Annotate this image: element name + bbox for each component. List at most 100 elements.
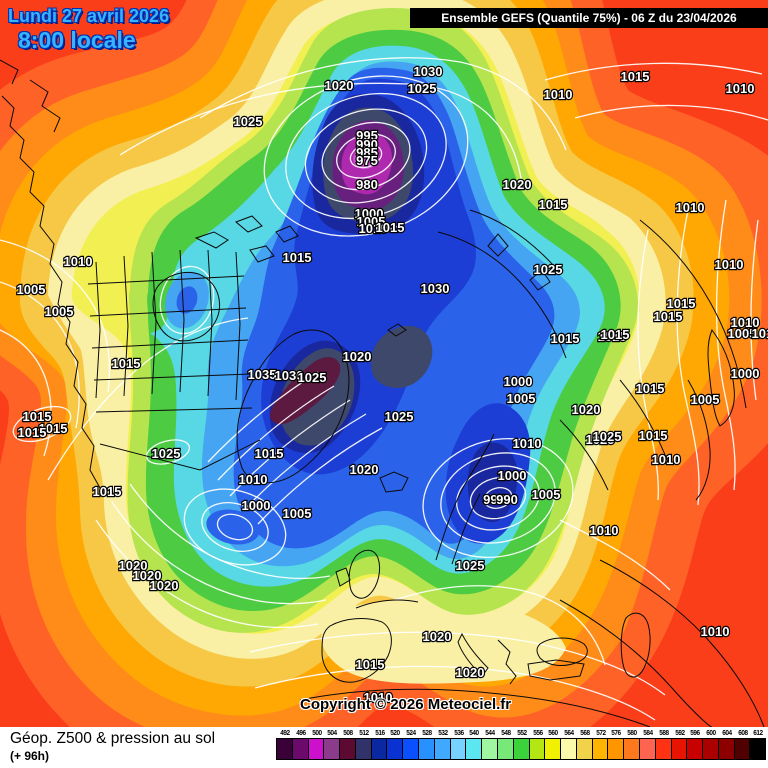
legend-cell: 516: [370, 729, 388, 765]
pressure-label: 1035: [248, 367, 277, 382]
legend-cell: 548: [496, 729, 514, 765]
pressure-label: 1020: [119, 558, 148, 573]
legend-cell: 560: [544, 729, 562, 765]
legend-swatch: [307, 738, 325, 760]
pressure-label: 1025: [234, 114, 263, 129]
legend-swatch: [339, 738, 356, 760]
legend-value: 504: [327, 730, 338, 737]
legend-cell: 536: [449, 729, 467, 765]
legend-cell: 524: [402, 729, 420, 765]
pressure-label: 1015: [654, 309, 683, 324]
legend-swatch: [670, 738, 688, 760]
pressure-label: 1010: [359, 221, 388, 236]
legend-swatch: [560, 738, 577, 760]
parameter-title: Géop. Z500 & pression au sol: [10, 730, 216, 747]
legend-cell: 576: [607, 729, 625, 765]
legend-swatch: [638, 738, 656, 760]
pressure-label: 1015: [551, 331, 580, 346]
pressure-label: 1010: [731, 315, 760, 330]
legend-value: 496: [295, 730, 306, 737]
pressure-label: 1005: [357, 214, 386, 229]
legend-cell: 580: [623, 729, 640, 765]
pressure-label: 1025: [385, 409, 414, 424]
pressure-label: 1030: [414, 64, 443, 79]
legend-cell: 604: [717, 729, 735, 765]
isobar-contour-layer: [0, 57, 768, 721]
legend-swatch: [623, 738, 640, 760]
pressure-label: 1025: [534, 262, 563, 277]
pressure-label: 1005: [532, 487, 561, 502]
pressure-label: 1015: [636, 381, 665, 396]
legend-cell: 544: [481, 729, 498, 765]
pressure-label: 1015: [621, 69, 650, 84]
legend-value: 516: [374, 730, 385, 737]
legend-value: 564: [564, 730, 574, 737]
legend-swatch: [607, 738, 625, 760]
legend-swatch: [402, 738, 420, 760]
legend-value: 612: [753, 730, 764, 737]
legend-value: 524: [406, 730, 416, 737]
legend-cell: 600: [702, 729, 719, 765]
pressure-label: 1025: [586, 432, 615, 447]
legend-cell: 508: [339, 729, 356, 765]
legend-swatch: [386, 738, 404, 760]
legend-value: 500: [311, 730, 322, 737]
pressure-label: 1020: [150, 578, 179, 593]
pressure-label: 1015: [283, 250, 312, 265]
legend-value: 492: [280, 730, 290, 737]
legend-swatch: [496, 738, 514, 760]
color-scale-legend: 492 496 500 504 508 512 516 520 524 528 532 536 540 5…: [276, 729, 767, 765]
legend-value: 544: [485, 730, 495, 737]
legend-value: 532: [438, 730, 448, 737]
pressure-label: 1005: [17, 282, 46, 297]
pressure-label: 1000: [355, 206, 384, 221]
time-label: 8:00 locale: [18, 26, 136, 53]
pressure-label: 1025: [408, 81, 437, 96]
pressure-label: 985: [356, 145, 378, 160]
legend-value: 536: [453, 730, 464, 737]
legend-value: 528: [422, 730, 432, 737]
pressure-label: 1020: [572, 402, 601, 417]
legend-value: 512: [359, 730, 369, 737]
pressure-label: 1010: [513, 436, 542, 451]
legend-value: 588: [658, 730, 669, 737]
legend-swatch: [323, 738, 341, 760]
pressure-label: 1000: [242, 498, 271, 513]
pressure-label: 1015: [356, 657, 385, 672]
pressure-label: 995: [483, 492, 505, 507]
legend-cell: 492: [276, 729, 293, 765]
weather-map: 1020 1030 1025 1025 995 990 985 975 980 1000 1005 1…: [0, 0, 768, 727]
pressure-label: 1020: [133, 568, 162, 583]
pressure-label: 1005: [45, 304, 74, 319]
pressure-label: 1030: [275, 368, 304, 383]
pressure-label: 1000: [504, 374, 533, 389]
legend-cell: 556: [528, 729, 546, 765]
legend-cell: 520: [386, 729, 404, 765]
legend-value: 576: [611, 730, 622, 737]
pressure-label: 995: [356, 128, 378, 143]
legend-cell: 496: [291, 729, 309, 765]
pressure-label: 1015: [376, 220, 405, 235]
pressure-label: 1000: [731, 366, 760, 381]
legend-swatch: [749, 738, 767, 760]
date-block: Lundi 27 avril 2026 8:00 locale: [8, 6, 169, 53]
legend-cell: 596: [686, 729, 704, 765]
pressure-label: 1020: [350, 462, 379, 477]
legend-cell: 528: [418, 729, 435, 765]
legend-cell: 572: [591, 729, 609, 765]
pressure-label: 1025: [298, 370, 327, 385]
legend-swatch: [654, 738, 672, 760]
legend-cell: 564: [560, 729, 577, 765]
pressure-label: 1025: [456, 558, 485, 573]
pressure-label: 1015: [639, 428, 668, 443]
legend-swatch: [433, 738, 451, 760]
pressure-label: 980: [356, 177, 378, 192]
legend-swatch: [465, 738, 483, 760]
pressure-label: 1005: [283, 506, 312, 521]
legend-value: 608: [737, 730, 748, 737]
pressure-label: 1010: [652, 452, 681, 467]
pressure-label: 990: [496, 492, 518, 507]
legend-value: 508: [343, 730, 353, 737]
pressure-label: 1015: [23, 409, 52, 424]
pressure-label: 1005: [507, 391, 536, 406]
